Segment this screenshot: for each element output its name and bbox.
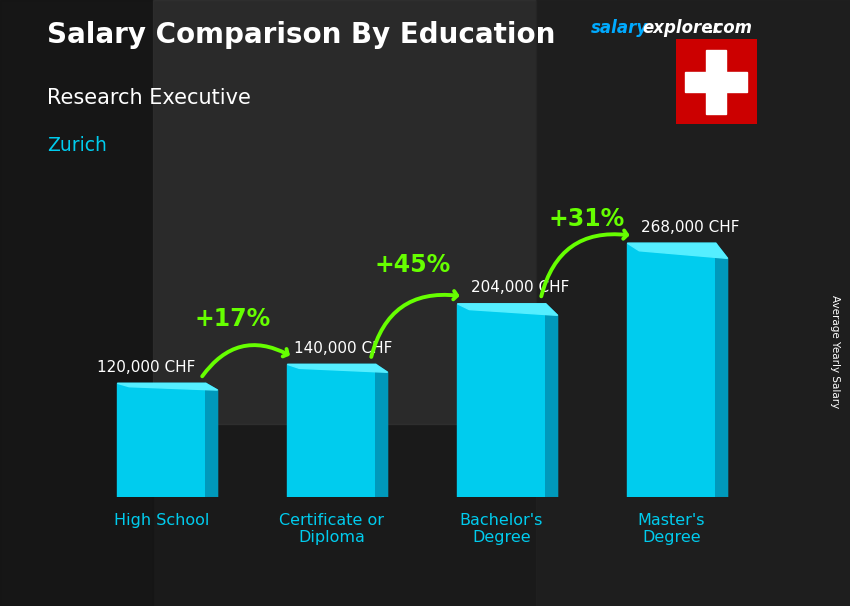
Text: 268,000 CHF: 268,000 CHF bbox=[641, 219, 740, 235]
Bar bbox=[706, 50, 726, 114]
Text: salary: salary bbox=[591, 19, 648, 38]
Text: Zurich: Zurich bbox=[47, 136, 106, 155]
Bar bbox=[0, 0, 153, 606]
Bar bbox=[685, 72, 747, 92]
Text: explorer: explorer bbox=[643, 19, 722, 38]
Text: Salary Comparison By Education: Salary Comparison By Education bbox=[47, 21, 555, 49]
Text: +31%: +31% bbox=[548, 207, 625, 230]
Bar bbox=[117, 384, 206, 497]
Polygon shape bbox=[457, 304, 558, 315]
Bar bbox=[536, 0, 850, 606]
Bar bbox=[287, 364, 376, 497]
Polygon shape bbox=[206, 384, 218, 497]
Bar bbox=[457, 304, 546, 497]
Text: Research Executive: Research Executive bbox=[47, 88, 251, 108]
Text: Average Yearly Salary: Average Yearly Salary bbox=[830, 295, 840, 408]
Text: 204,000 CHF: 204,000 CHF bbox=[471, 280, 570, 295]
Polygon shape bbox=[716, 243, 728, 497]
Polygon shape bbox=[287, 364, 388, 372]
Polygon shape bbox=[376, 364, 388, 497]
Polygon shape bbox=[117, 384, 218, 390]
Text: +17%: +17% bbox=[195, 307, 271, 331]
Text: .com: .com bbox=[707, 19, 752, 38]
Text: 120,000 CHF: 120,000 CHF bbox=[97, 360, 196, 375]
Bar bbox=[627, 243, 716, 497]
Text: +45%: +45% bbox=[375, 253, 451, 277]
Bar bbox=[153, 0, 536, 424]
Text: 140,000 CHF: 140,000 CHF bbox=[294, 341, 393, 356]
Polygon shape bbox=[627, 243, 728, 258]
Polygon shape bbox=[546, 304, 558, 497]
